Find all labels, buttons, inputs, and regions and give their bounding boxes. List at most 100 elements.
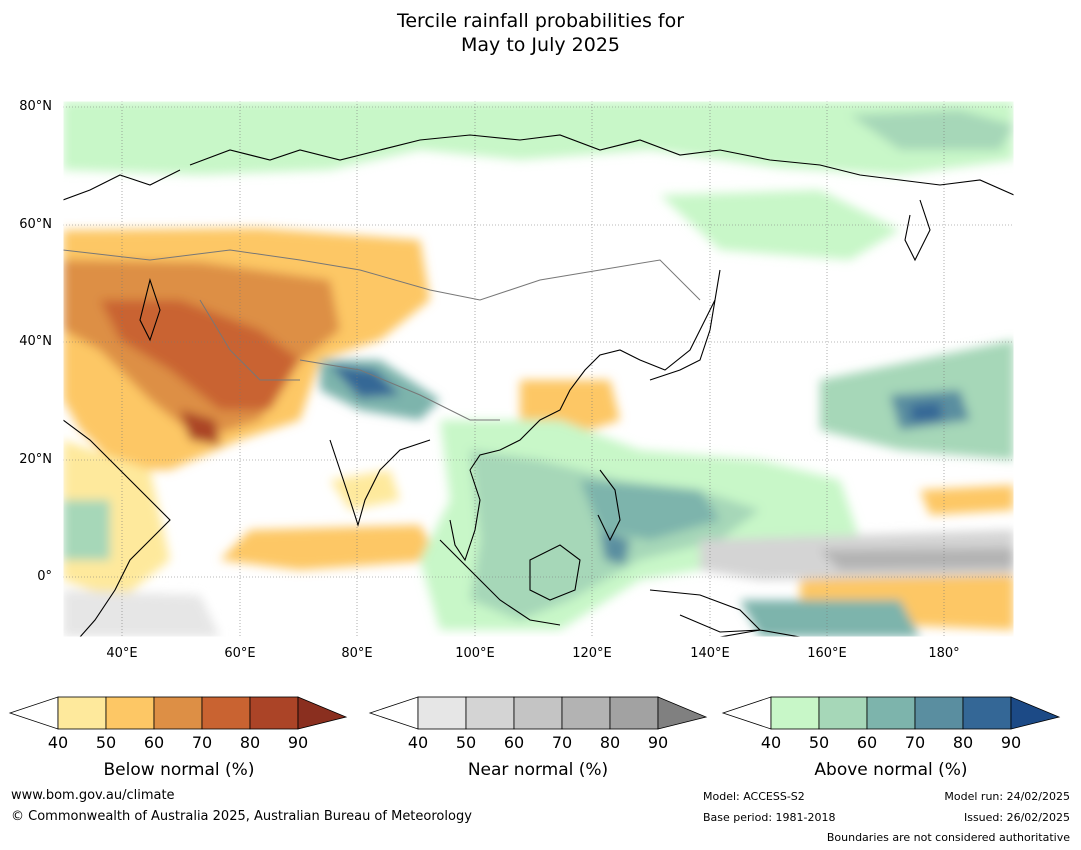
colorbar-extend-high [657,696,708,730]
colorbar-segment [609,696,659,730]
colorbar-tick-label: 40 [407,733,429,752]
below-normal-area [220,525,440,570]
near-normal-colorbar [368,696,708,730]
near-normal-area [820,548,1014,570]
colorbar-segment [57,696,107,730]
lon-label: 80°E [341,646,373,661]
issued-date: Issued: 26/02/2025 [963,811,1070,824]
colorbar-extend-high [297,696,348,730]
colorbar-segment [249,696,299,730]
colorbar-tick-label: 60 [143,733,165,752]
lon-label: 180° [928,646,960,661]
colorbar-tick-label: 60 [503,733,525,752]
colorbar-tick-label: 70 [904,733,926,752]
lat-label: 20°N [19,452,52,467]
colorbar-segment [561,696,611,730]
colorbar-tick-label: 70 [551,733,573,752]
australia-coast [719,629,801,637]
colorbar-segment [866,696,916,730]
lon-label: 40°E [106,646,138,661]
above-normal-area [600,530,630,565]
map-title-line1: Tercile rainfall probabilities for [396,10,685,32]
colorbar-tick-label: 70 [191,733,213,752]
map-title-line2: May to July 2025 [461,34,620,56]
country-borders [63,249,701,421]
colorbar-extend-low [8,696,59,730]
colorbar-segment [201,696,251,730]
website-link[interactable]: www.bom.gov.au/climate [11,788,175,803]
below-normal-area [920,485,1014,515]
colorbar-tick-label: 50 [808,733,830,752]
philippines-coast [597,469,621,542]
scandinavia-coast [63,169,181,201]
lon-label: 140°E [690,646,730,661]
colorbar-tick-label: 80 [239,733,261,752]
east-asia-coast [469,269,721,471]
lon-label: 160°E [807,646,847,661]
colorbar-segment [914,696,964,730]
colorbar-extend-low [368,696,419,730]
colorbar-tick-label: 80 [952,733,974,752]
copyright-text: © Commonwealth of Australia 2025, Austra… [11,809,472,824]
colorbar-tick-label: 90 [647,733,669,752]
colorbar-segment [513,696,563,730]
below-normal-label: Below normal (%) [103,760,255,780]
lat-label: 60°N [19,217,52,232]
below-normal-colorbar [8,696,348,730]
above-normal-area [910,402,942,422]
model-name: Model: ACCESS-S2 [703,790,805,803]
above-normal-area [740,600,920,637]
colorbar-segment [153,696,203,730]
above-normal-label: Above normal (%) [814,760,968,780]
colorbar-tick-label: 90 [1000,733,1022,752]
caspian-coast [139,278,161,342]
map-frame [62,100,1015,638]
borneo-coast [529,544,581,601]
colorbar-segment [818,696,868,730]
colorbar-segment [417,696,467,730]
above-normal-area [850,110,1014,150]
above-normal-area [63,500,110,560]
colorbar-tick-label: 50 [455,733,477,752]
colorbar-segment [105,696,155,730]
near-normal-label: Near normal (%) [467,760,609,780]
graticule [63,101,1014,637]
colorbar-segment [465,696,515,730]
arabia-africa-coast [63,419,171,637]
colorbar-tick-label: 60 [856,733,878,752]
above-normal-area [580,480,720,540]
indochina-coast [449,469,481,562]
model-run-date: Model run: 24/02/2025 [944,790,1070,803]
disclaimer: Boundaries are not considered authoritat… [826,831,1070,844]
colorbar-tick-label: 80 [599,733,621,752]
colorbar-segment [962,696,1012,730]
below-normal-area [330,470,400,510]
india-coast [329,439,431,527]
colorbar-tick-label: 50 [95,733,117,752]
near-normal-area [63,590,220,637]
lat-label: 0° [37,569,52,584]
colorbar-extend-low [721,696,772,730]
border-line [199,299,300,381]
lon-label: 100°E [455,646,495,661]
colorbar-extend-high [1010,696,1061,730]
rainfall-map [62,100,1015,638]
kamchatka-coast [904,199,931,262]
lon-label: 60°E [224,646,256,661]
colorbar-segment [770,696,820,730]
lat-label: 40°N [19,334,52,349]
above-normal-area [330,365,400,398]
border-line [63,249,701,301]
below-normal-area [180,410,220,445]
colorbar-tick-label: 40 [47,733,69,752]
arctic-coast [189,134,1014,196]
above-normal-colorbar [721,696,1061,730]
probability-shading [63,101,1014,637]
colorbar-tick-label: 90 [287,733,309,752]
japan-coast [649,299,716,381]
lon-label: 120°E [572,646,612,661]
lat-label: 80°N [19,99,52,114]
sumatra-java-coast [439,539,561,626]
base-period: Base period: 1981-2018 [703,811,836,824]
colorbar-tick-label: 40 [760,733,782,752]
